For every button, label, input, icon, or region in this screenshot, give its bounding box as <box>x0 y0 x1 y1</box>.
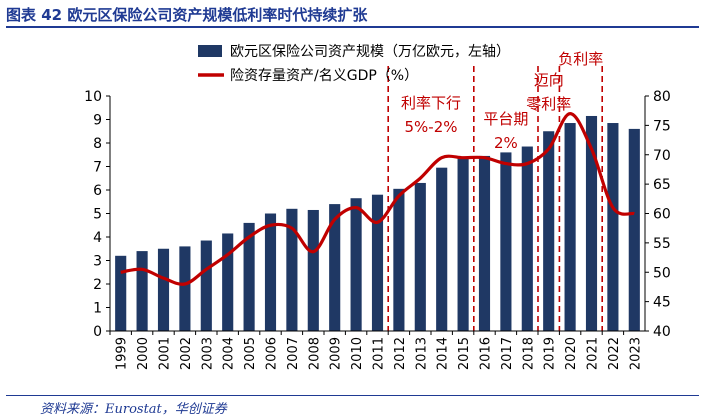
x-tick-label: 2007 <box>286 337 301 370</box>
bar <box>436 167 448 331</box>
x-tick-label: 2012 <box>393 337 408 370</box>
bar <box>414 182 426 331</box>
y-left-tick-label: 9 <box>93 113 102 129</box>
x-tick-label: 2015 <box>457 337 472 370</box>
y-right-tick-label: 45 <box>653 295 671 311</box>
bar <box>179 246 191 331</box>
y-left-tick-label: 0 <box>93 324 102 340</box>
bar <box>264 213 277 331</box>
x-tick-label: 2016 <box>479 337 494 370</box>
annotation-text: 平台期 <box>483 110 528 128</box>
x-tick-label: 2010 <box>350 337 365 370</box>
x-tick-label: 2017 <box>500 337 515 370</box>
bar <box>136 251 148 331</box>
bar <box>200 240 212 331</box>
x-tick-label: 2004 <box>222 337 237 370</box>
y-right-tick-label: 50 <box>653 265 671 281</box>
y-left-tick-label: 5 <box>93 207 102 223</box>
y-right-tick-label: 40 <box>653 324 671 340</box>
annotation-text: 迈向 <box>534 71 564 89</box>
bar <box>115 255 127 331</box>
x-tick-label: 2023 <box>628 337 643 370</box>
x-tick-label: 2021 <box>586 337 601 370</box>
x-tick-label: 1999 <box>115 337 130 370</box>
x-tick-label: 2003 <box>200 337 215 370</box>
x-tick-label: 2013 <box>414 337 429 370</box>
bar <box>307 209 319 331</box>
y-left-tick-label: 4 <box>93 230 102 246</box>
line-path <box>120 112 635 286</box>
bar <box>500 152 512 331</box>
bar <box>286 208 298 331</box>
y-right-tick-label: 80 <box>653 89 671 105</box>
x-tick-label: 2005 <box>243 337 258 370</box>
x-tick-label: 2008 <box>307 337 322 370</box>
annotation-text: 利率下行 <box>401 94 461 112</box>
dashed-dividers <box>387 66 604 331</box>
bar <box>607 123 619 332</box>
annotation: 负利率 <box>558 50 603 68</box>
y-left-tick-label: 1 <box>93 301 102 317</box>
bar <box>329 204 341 331</box>
bar <box>157 248 170 331</box>
y-left-tick-label: 10 <box>84 89 102 105</box>
bar <box>585 115 598 331</box>
x-tick-label: 2020 <box>564 337 579 370</box>
y-left-tick-label: 2 <box>93 277 102 293</box>
legend: 欧元区保险公司资产规模（万亿欧元，左轴） 险资存量资产/名义GDP（%） <box>198 44 510 84</box>
bar <box>628 128 640 331</box>
bar <box>521 146 533 331</box>
bar <box>478 155 491 331</box>
annotation: 利率下行 5%-2% <box>401 94 461 136</box>
y-left-tick-label: 6 <box>93 183 102 199</box>
bar-series <box>115 115 640 332</box>
x-tick-label: 2006 <box>265 337 280 370</box>
bar <box>393 188 405 331</box>
legend-label-line: 险资存量资产/名义GDP（%） <box>230 68 418 84</box>
bar <box>564 123 576 332</box>
y-right-tick-label: 65 <box>653 177 671 193</box>
title-divider <box>6 26 699 28</box>
bar <box>543 131 555 331</box>
bar <box>243 222 255 331</box>
x-tick-label: 2019 <box>543 337 558 370</box>
x-tick-label: 2001 <box>158 337 173 370</box>
x-tick-label: 2018 <box>521 337 536 370</box>
bar <box>457 158 469 331</box>
legend-swatch-bar <box>198 45 222 57</box>
bar <box>371 194 384 331</box>
annotation-text: 2% <box>494 134 518 152</box>
source-note: 资料来源：Eurostat，华创证券 <box>40 402 227 417</box>
bar <box>350 198 362 331</box>
x-tick-label: 2011 <box>372 337 387 370</box>
x-tick-label: 2002 <box>179 337 194 370</box>
y-right-tick-label: 70 <box>653 148 671 164</box>
y-left-tick-label: 8 <box>93 136 102 152</box>
footer-divider <box>6 395 699 396</box>
x-tick-label: 2000 <box>136 337 151 370</box>
y-right-tick-label: 75 <box>653 118 671 134</box>
annotation: 平台期 2% <box>483 110 528 152</box>
annotation-text: 零利率 <box>526 95 571 113</box>
annotation-text: 负利率 <box>558 50 603 68</box>
y-left-tick-label: 3 <box>93 254 102 270</box>
chart-title: 图表 42 欧元区保险公司资产规模低利率时代持续扩张 <box>6 6 368 24</box>
y-right-tick-label: 60 <box>653 207 671 223</box>
x-tick-label: 2009 <box>329 337 344 370</box>
x-tick-label: 2022 <box>607 337 622 370</box>
line-series <box>120 112 635 286</box>
y-left-tick-label: 7 <box>93 160 102 176</box>
bar <box>222 233 234 331</box>
x-tick-label: 2014 <box>436 337 451 370</box>
y-right-tick-label: 55 <box>653 236 671 252</box>
annotation-text: 5%-2% <box>404 118 457 136</box>
legend-label-bar: 欧元区保险公司资产规模（万亿欧元，左轴） <box>230 44 510 60</box>
